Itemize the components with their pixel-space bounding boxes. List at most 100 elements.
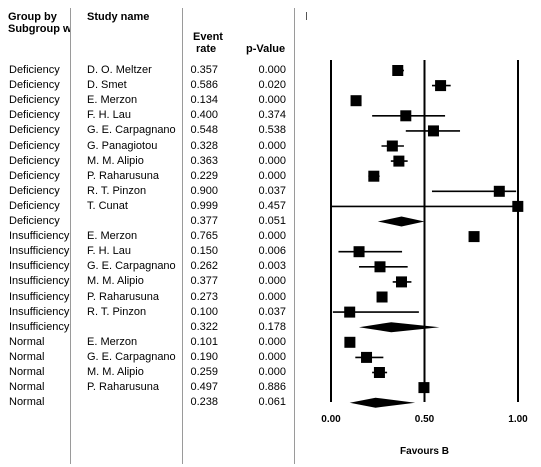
study-name-cell: G. E. Carpagnano bbox=[87, 350, 176, 363]
p-value-cell: 0.006 bbox=[258, 245, 286, 258]
p-value-cell: 0.000 bbox=[258, 335, 286, 348]
point-estimate-marker bbox=[376, 291, 388, 303]
event-rate-cell: 0.900 bbox=[190, 184, 218, 197]
study-name-cell: G. Panagiotou bbox=[87, 139, 158, 152]
subgroup-cell: Deficiency bbox=[9, 215, 60, 227]
column-divider-2 bbox=[182, 8, 183, 464]
event-rate-cell: 0.377 bbox=[190, 215, 218, 227]
x-tick-label: 0.50 bbox=[415, 414, 435, 425]
event-rate-cell: 0.548 bbox=[190, 124, 218, 137]
p-value-cell: 0.538 bbox=[258, 124, 286, 137]
header-study-name: Study name bbox=[87, 11, 150, 23]
summary-diamond bbox=[377, 216, 425, 227]
study-name-cell: P. Raharusuna bbox=[87, 381, 159, 394]
study-name-cell: D. Smet bbox=[87, 79, 127, 92]
study-name-cell: T. Cunat bbox=[87, 199, 128, 212]
event-rate-cell: 0.273 bbox=[190, 290, 218, 303]
subgroup-cell: Normal bbox=[9, 396, 45, 409]
event-rate-cell: 0.497 bbox=[190, 381, 218, 394]
header-event-rate-line1: Event bbox=[193, 31, 223, 43]
event-rate-cell: 0.229 bbox=[190, 169, 218, 182]
study-name-cell: E. Merzon bbox=[87, 94, 138, 107]
event-rate-cell: 0.150 bbox=[190, 245, 218, 258]
study-name-cell: P. Raharusuna bbox=[87, 169, 159, 182]
column-divider-tick bbox=[306, 12, 307, 20]
study-name-cell: P. Raharusuna bbox=[87, 290, 159, 303]
study-name-cell: M. M. Alipio bbox=[87, 366, 144, 378]
study-name-cell: M. M. Alipio bbox=[87, 275, 144, 288]
event-rate-cell: 0.377 bbox=[190, 275, 218, 288]
column-divider-3 bbox=[294, 8, 295, 464]
study-name-cell: R. T. Pinzon bbox=[87, 184, 147, 197]
event-rate-cell: 0.328 bbox=[190, 139, 218, 152]
event-rate-cell: 0.400 bbox=[190, 109, 218, 122]
study-name-cell: F. H. Lau bbox=[87, 245, 132, 258]
x-tick-label: 0.00 bbox=[321, 414, 341, 425]
subgroup-cell: Normal bbox=[9, 335, 45, 348]
point-estimate-marker bbox=[468, 231, 480, 243]
subgroup-cell: Insufficiency bbox=[9, 305, 70, 318]
p-value-cell: 0.003 bbox=[258, 260, 286, 273]
header-p-value: p-Value bbox=[246, 43, 286, 55]
study-name-cell: G. E. Carpagnano bbox=[87, 124, 176, 137]
p-value-cell: 0.000 bbox=[258, 275, 286, 288]
subgroup-cell: Deficiency bbox=[9, 64, 60, 76]
subgroup-cell: Normal bbox=[9, 366, 45, 378]
subgroup-cell: Deficiency bbox=[9, 154, 60, 167]
p-value-cell: 0.000 bbox=[258, 64, 286, 76]
p-value-cell: 0.061 bbox=[258, 396, 286, 409]
subgroup-cell: Deficiency bbox=[9, 199, 60, 212]
x-tick-label: 1.00 bbox=[508, 414, 528, 425]
subgroup-cell: Insufficiency bbox=[9, 260, 70, 273]
event-rate-cell: 0.363 bbox=[190, 154, 218, 167]
study-name-cell: G. E. Carpagnano bbox=[87, 260, 176, 273]
p-value-cell: 0.037 bbox=[258, 305, 286, 318]
subgroup-cell: Deficiency bbox=[9, 79, 60, 92]
event-rate-cell: 0.238 bbox=[190, 396, 218, 409]
p-value-cell: 0.178 bbox=[258, 320, 286, 333]
study-name-cell: D. O. Meltzer bbox=[87, 64, 152, 76]
study-name-cell: R. T. Pinzon bbox=[87, 305, 147, 318]
p-value-cell: 0.000 bbox=[258, 139, 286, 152]
point-estimate-marker bbox=[344, 336, 356, 348]
subgroup-cell: Deficiency bbox=[9, 109, 60, 122]
point-estimate-marker bbox=[392, 65, 404, 76]
point-estimate-marker bbox=[418, 382, 430, 394]
subgroup-cell: Insufficiency bbox=[9, 245, 70, 258]
header-group-by: Group by bbox=[8, 11, 57, 23]
study-name-cell: F. H. Lau bbox=[87, 109, 132, 122]
point-estimate-marker bbox=[386, 140, 398, 152]
x-axis-label: Favours B bbox=[400, 446, 449, 457]
event-rate-cell: 0.190 bbox=[190, 350, 218, 363]
event-rate-cell: 0.134 bbox=[190, 94, 218, 107]
study-name-cell: E. Merzon bbox=[87, 335, 138, 348]
subgroup-cell: Insufficiency bbox=[9, 275, 70, 288]
p-value-cell: 0.037 bbox=[258, 184, 286, 197]
point-estimate-marker bbox=[353, 246, 365, 258]
point-estimate-marker bbox=[393, 155, 405, 167]
event-rate-cell: 0.357 bbox=[190, 64, 218, 76]
point-estimate-marker bbox=[344, 306, 356, 318]
point-estimate-marker bbox=[395, 276, 407, 288]
point-estimate-marker bbox=[427, 125, 439, 137]
point-estimate-marker bbox=[400, 110, 412, 122]
subgroup-cell: Normal bbox=[9, 381, 45, 394]
p-value-cell: 0.000 bbox=[258, 94, 286, 107]
p-value-cell: 0.000 bbox=[258, 154, 286, 167]
point-estimate-marker bbox=[350, 95, 362, 107]
subgroup-cell: Insufficiency bbox=[9, 290, 70, 303]
point-estimate-marker bbox=[435, 80, 447, 92]
column-divider-1 bbox=[70, 8, 71, 464]
summary-diamond bbox=[349, 397, 416, 408]
study-name-cell: M. M. Alipio bbox=[87, 154, 144, 167]
study-name-cell: E. Merzon bbox=[87, 230, 138, 243]
event-rate-cell: 0.101 bbox=[190, 335, 218, 348]
subgroup-cell: Insufficiency bbox=[9, 320, 70, 333]
event-rate-cell: 0.322 bbox=[190, 320, 218, 333]
p-value-cell: 0.020 bbox=[258, 79, 286, 92]
point-estimate-marker bbox=[493, 185, 505, 197]
point-estimate-marker bbox=[361, 351, 373, 363]
event-rate-cell: 0.999 bbox=[190, 199, 218, 212]
